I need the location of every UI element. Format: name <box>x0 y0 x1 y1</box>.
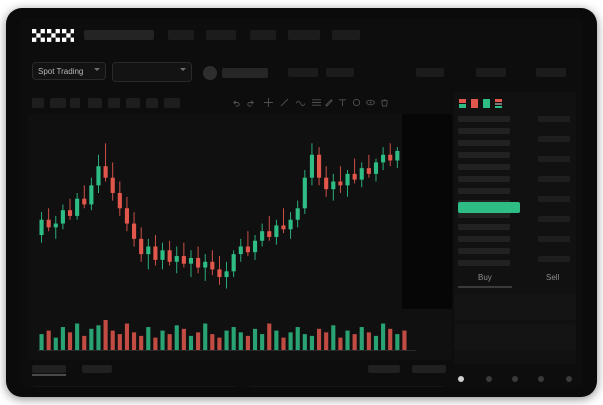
order-book-row[interactable] <box>458 128 510 134</box>
trendline-icon[interactable] <box>280 98 289 107</box>
bottom-card-left[interactable] <box>32 386 236 387</box>
order-book-value <box>538 156 570 162</box>
toolbar-chip-5[interactable] <box>108 98 120 108</box>
tab-buy[interactable]: Buy <box>478 273 492 282</box>
nav-item-2[interactable] <box>168 30 194 40</box>
order-book-value <box>538 176 570 182</box>
trading-pair-selector[interactable] <box>112 62 192 82</box>
pagination-dot[interactable] <box>566 376 572 382</box>
order-book-row[interactable] <box>458 152 510 158</box>
order-book-value <box>538 116 570 122</box>
order-book-value <box>538 136 570 142</box>
order-book-row[interactable] <box>458 140 510 146</box>
book-layout-asks-icon[interactable] <box>470 96 479 108</box>
toolbar-chip-4[interactable] <box>88 98 102 108</box>
toolbar-chip-1[interactable] <box>32 98 44 108</box>
order-book-layout-buttons <box>458 96 518 108</box>
pagination-dot[interactable] <box>458 376 464 382</box>
order-book-row[interactable] <box>458 224 510 230</box>
bottom-tab-4[interactable] <box>412 365 446 373</box>
subbar-item-4[interactable] <box>476 68 506 77</box>
trade-side-tabs: Buy Sell <box>454 270 576 288</box>
pagination-dot[interactable] <box>486 376 492 382</box>
chevron-down-icon <box>180 68 186 71</box>
order-book-value <box>538 196 570 202</box>
chart-toolbar <box>32 96 452 112</box>
order-book-highlight-row[interactable] <box>458 202 520 213</box>
fib-icon[interactable] <box>312 98 321 107</box>
brush-icon[interactable] <box>324 98 333 107</box>
tablet-screen: Spot Trading <box>20 18 583 387</box>
nav-item-6[interactable] <box>332 30 360 40</box>
nav-item-1[interactable] <box>84 30 154 40</box>
volume-histogram <box>38 320 416 351</box>
pagination-dot[interactable] <box>512 376 518 382</box>
book-layout-grouped-icon[interactable] <box>494 96 503 108</box>
order-book-value <box>538 256 570 262</box>
order-book-value <box>538 236 570 242</box>
order-book-row[interactable] <box>458 260 510 266</box>
order-book-value <box>538 216 570 222</box>
account-label <box>222 68 268 78</box>
book-layout-bids-icon[interactable] <box>482 96 491 108</box>
bottom-tab-1[interactable] <box>32 365 66 373</box>
bottom-tab-2[interactable] <box>82 365 112 373</box>
top-navigation-bar <box>20 18 583 52</box>
order-form-field-1[interactable] <box>454 294 576 320</box>
toolbar-chip-3[interactable] <box>70 98 80 108</box>
tab-sell[interactable]: Sell <box>546 273 560 282</box>
pagination-dot[interactable] <box>538 376 544 382</box>
toolbar-chip-7[interactable] <box>146 98 158 108</box>
bottom-card-right[interactable] <box>248 386 444 387</box>
chevron-down-icon <box>94 68 100 71</box>
crosshair-icon[interactable] <box>264 98 273 107</box>
subbar-item-1[interactable] <box>288 68 318 77</box>
book-layout-both-icon[interactable] <box>458 96 467 108</box>
undo-icon[interactable] <box>232 98 241 107</box>
trash-icon[interactable] <box>380 98 389 107</box>
magnet-icon[interactable] <box>352 98 361 107</box>
candlestick-chart <box>39 139 407 289</box>
market-type-label: Spot Trading <box>38 67 84 76</box>
bottom-tab-bar <box>32 363 452 377</box>
toolbar-chip-8[interactable] <box>164 98 180 108</box>
order-book-row[interactable] <box>458 164 510 170</box>
subbar-item-3[interactable] <box>416 68 444 77</box>
chart-right-overlay <box>402 114 452 309</box>
okx-logo[interactable] <box>32 29 74 43</box>
order-form-field-2[interactable] <box>454 324 576 350</box>
order-book-row[interactable] <box>458 248 510 254</box>
wave-icon[interactable] <box>296 98 305 107</box>
order-book-row[interactable] <box>458 212 510 218</box>
redo-icon[interactable] <box>246 98 255 107</box>
nav-item-4[interactable] <box>250 30 276 40</box>
toolbar-chip-6[interactable] <box>126 98 140 108</box>
subbar-item-2[interactable] <box>326 68 354 77</box>
order-book-row[interactable] <box>458 188 510 194</box>
nav-item-5[interactable] <box>288 30 320 40</box>
subbar-item-5[interactable] <box>536 68 566 77</box>
pagination-dots <box>454 376 576 386</box>
bottom-tab-active-underline <box>32 374 66 376</box>
tab-active-underline <box>458 286 512 288</box>
price-chart-panel[interactable] <box>28 114 452 360</box>
market-type-selector[interactable]: Spot Trading <box>32 62 106 80</box>
account-avatar[interactable] <box>203 66 217 80</box>
order-book-row[interactable] <box>458 176 510 182</box>
nav-item-3[interactable] <box>206 30 236 40</box>
eye-icon[interactable] <box>366 98 375 107</box>
tablet-device-shell: Spot Trading <box>6 8 597 397</box>
toolbar-chip-2[interactable] <box>50 98 66 108</box>
order-book-row[interactable] <box>458 116 510 122</box>
text-icon[interactable] <box>338 98 347 107</box>
bottom-tab-3[interactable] <box>368 365 400 373</box>
order-book-row[interactable] <box>458 236 510 242</box>
